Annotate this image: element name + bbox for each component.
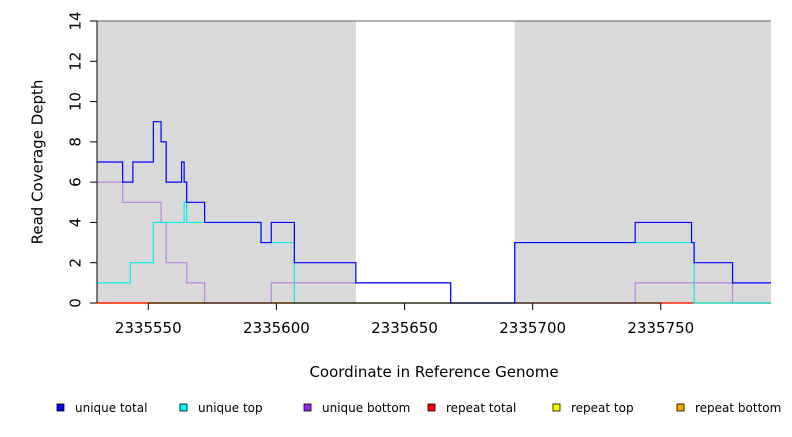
x-tick-label: 2335650 — [371, 319, 438, 337]
y-tick-label: 8 — [66, 137, 84, 147]
plot-background — [97, 20, 771, 303]
legend-swatch-repeat-top — [552, 403, 561, 412]
legend-swatch-repeat-total — [427, 403, 436, 412]
legend-label-repeat-top: repeat top — [571, 401, 634, 415]
legend: unique total unique top unique bottom repea… — [56, 401, 781, 415]
legend-label-unique-total: unique total — [75, 401, 147, 415]
y-tick-label: 12 — [66, 52, 84, 71]
y-tick-label: 4 — [66, 218, 84, 228]
legend-swatch-unique-total — [56, 403, 65, 412]
series-line-unique-bottom — [97, 181, 771, 304]
shaded-region-2 — [514, 21, 771, 303]
y-tick-label: 14 — [66, 11, 84, 30]
x-tick-label: 2335700 — [499, 319, 566, 337]
legend-label-unique-top: unique top — [198, 401, 263, 415]
x-tick-label: 2335600 — [243, 319, 310, 337]
x-tick-label: 2335750 — [627, 319, 694, 337]
x-axis-title: Coordinate in Reference Genome — [309, 363, 558, 381]
series-line-unique-total — [97, 121, 771, 304]
y-tick-label: 0 — [66, 298, 84, 308]
y-tick-label: 6 — [66, 177, 84, 187]
legend-label-repeat-total: repeat total — [446, 401, 516, 415]
legend-swatch-unique-bottom — [303, 403, 312, 412]
legend-label-unique-bottom: unique bottom — [322, 401, 410, 415]
legend-swatch-repeat-bottom — [676, 403, 685, 412]
y-tick-label: 10 — [66, 92, 84, 111]
y-axis-title: Read Coverage Depth — [28, 80, 46, 245]
x-ticks: 2335550 2335600 2335650 2335700 2335750 — [115, 303, 694, 337]
x-tick-label: 2335550 — [115, 319, 182, 337]
y-tick-label: 2 — [66, 258, 84, 268]
y-ticks: 0 2 4 6 8 10 12 14 — [66, 11, 97, 308]
legend-label-repeat-bottom: repeat bottom — [695, 401, 781, 415]
legend-swatch-unique-top — [179, 403, 188, 412]
